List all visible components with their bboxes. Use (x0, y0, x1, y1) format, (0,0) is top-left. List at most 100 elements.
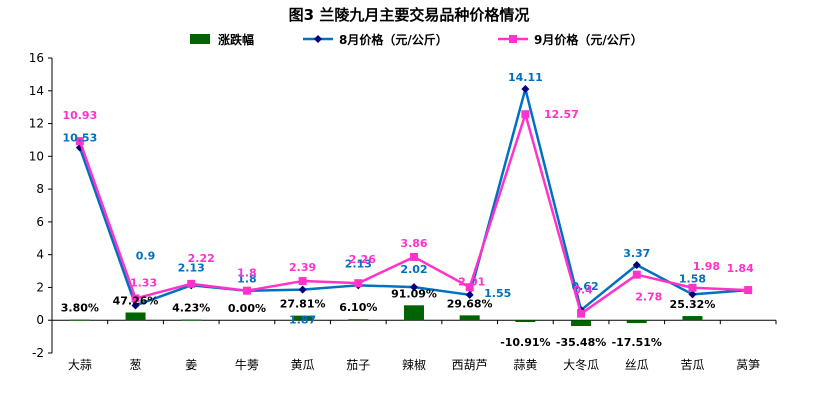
bar-change (571, 320, 592, 327)
sep-price-label: 0.4 (573, 284, 593, 297)
bar-change (515, 320, 536, 323)
sep-price-point (632, 270, 641, 279)
aug-price-label: 14.11 (508, 71, 543, 84)
sep-price-label: 12.57 (544, 108, 579, 121)
bar-change-label: -17.51% (612, 336, 662, 349)
sep-price-label: 10.93 (62, 109, 97, 122)
aug-price-label: 0.62 (572, 280, 599, 293)
aug-price-point (465, 290, 474, 299)
bar-change (348, 319, 369, 321)
legend-label-sep: 9月价格（元/公斤） (534, 32, 643, 47)
bar-change (682, 316, 703, 321)
x-category-label: 牛蒡 (235, 357, 259, 372)
aug-price-label: 2.13 (345, 257, 372, 270)
chart-title: 图3 兰陵九月主要交易品种价格情况 (289, 6, 530, 24)
aug-price-label: 10.53 (62, 132, 97, 145)
sep-price-label: 1.33 (130, 276, 157, 289)
y-tick-label: 8 (36, 182, 44, 196)
data-labels: 3.80% 47.26% 4.23% 0.00% 27.81% 6.10% 91.09% 29… (61, 71, 754, 349)
sep-price-label: 3.86 (400, 237, 427, 250)
x-category-label: 辣椒 (402, 358, 426, 372)
bar-change-label: 6.10% (339, 301, 377, 314)
x-category-label: 黄瓜 (291, 358, 315, 372)
bar-change-label: -10.91% (500, 336, 550, 349)
bar-change-label: 3.80% (61, 302, 99, 315)
sep-price-point (298, 277, 307, 286)
legend-item-sep: 9月价格（元/公斤） (498, 32, 643, 47)
bar-change-label: -35.48% (556, 336, 606, 349)
bar-change (404, 305, 424, 321)
aug-price-label: 1.87 (289, 314, 316, 327)
sep-price-point (688, 283, 697, 292)
y-tick-label: -2 (32, 346, 44, 360)
bar-change (69, 319, 90, 321)
sep-price-point (744, 286, 753, 295)
bar-change-label: 0.00% (228, 302, 266, 315)
bar-change (626, 320, 647, 324)
sep-price-point (75, 137, 84, 146)
x-category-label: 大蒜 (68, 358, 92, 372)
y-tick-label: 10 (29, 149, 44, 163)
x-category-label: 西葫芦 (452, 358, 488, 372)
x-category-label: 莴笋 (736, 357, 760, 372)
x-category-label: 苦瓜 (680, 358, 704, 372)
x-category-label: 姜 (185, 358, 197, 372)
y-tick-label: 12 (29, 117, 44, 131)
y-tick-label: 16 (29, 51, 44, 65)
bar-change (459, 315, 480, 321)
legend-marker-sep (509, 35, 517, 43)
sep-price-point (577, 309, 586, 318)
x-category-label: 丝瓜 (625, 358, 649, 372)
y-tick-label: 6 (36, 215, 44, 229)
sep-price-point (131, 294, 140, 303)
aug-price-point (298, 285, 307, 294)
legend-item-change: 涨跌幅 (190, 32, 254, 47)
axes: -2 0 2 4 6 8 10 12 14 16 大蒜 葱 姜 牛蒡 黄瓜 茄子 辣椒 西葫芦 蒜黄 大冬瓜 丝瓜 苦瓜 莴… (29, 51, 777, 372)
sep-price-label: 1.98 (693, 260, 720, 273)
legend-label-aug: 8月价格（元/公斤） (339, 32, 448, 47)
x-category-label: 葱 (130, 358, 142, 372)
bar-change (125, 312, 146, 321)
bar-change (181, 319, 202, 321)
sep-price-point (465, 283, 474, 292)
y-tick-label: 2 (36, 280, 44, 294)
sep-price-point (521, 110, 530, 119)
aug-price-point (131, 301, 140, 310)
sep-price-point (187, 279, 196, 288)
aug-price-label: 1.8 (237, 273, 257, 286)
bar-change-label: 4.23% (172, 302, 210, 315)
legend-label-change: 涨跌幅 (218, 32, 254, 47)
aug-price-label: 1.55 (484, 287, 511, 300)
bar-change-label: 29.68% (447, 297, 493, 310)
sep-price-label: 1.8 (237, 267, 257, 280)
legend-marker-aug (314, 35, 322, 43)
sep-price-label: 2.01 (458, 275, 485, 288)
sep-price-point (242, 286, 251, 295)
bar-change-label: 91.09% (391, 287, 437, 300)
sep-price-point (410, 252, 418, 261)
aug-price-label: 2.13 (178, 261, 205, 274)
legend-swatch-change (190, 34, 210, 44)
sep-price-label: 2.22 (188, 252, 215, 265)
bar-change (292, 315, 313, 321)
line-series (75, 84, 753, 318)
x-category-label: 蒜黄 (513, 358, 537, 372)
sep-price-label: 2.26 (349, 253, 376, 266)
y-tick-label: 14 (29, 84, 44, 98)
aug-price-point (688, 290, 697, 299)
bar-change-label: 47.26% (113, 294, 159, 307)
aug-price-point (632, 260, 641, 269)
aug-price-label: 0.9 (136, 249, 156, 262)
bar-change-label: 25.32% (670, 298, 716, 311)
bar-change-label: 27.81% (280, 298, 326, 311)
aug-price-point (410, 283, 418, 292)
y-tick-label: 0 (36, 313, 44, 327)
sep-price-point (354, 279, 363, 288)
bar-series (69, 305, 703, 327)
x-category-label: 茄子 (346, 358, 370, 372)
x-category-label: 大冬瓜 (563, 357, 599, 372)
sep-price-label: 1.84 (727, 262, 754, 275)
legend-item-aug: 8月价格（元/公斤） (303, 32, 448, 47)
y-tick-label: 4 (36, 248, 44, 262)
